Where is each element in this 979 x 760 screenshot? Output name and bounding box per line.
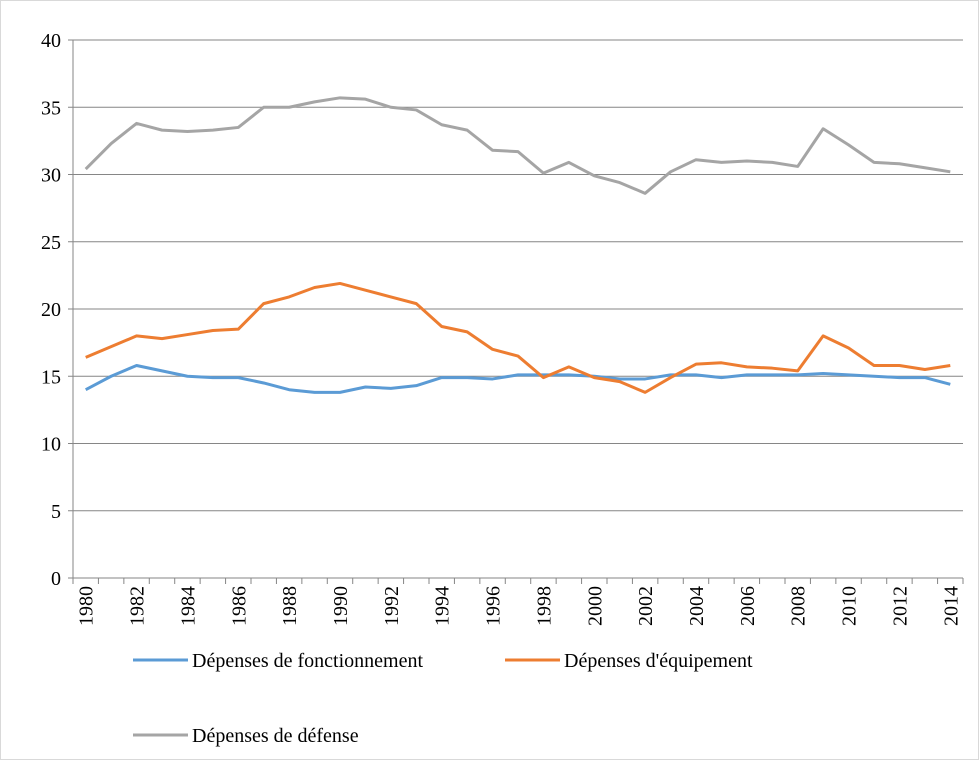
x-tick-label: 1980 (76, 586, 98, 626)
x-tick-label: 1994 (432, 586, 454, 626)
series-line (85, 363, 951, 394)
x-tick-label: 1996 (483, 586, 505, 626)
x-tick-label: 2000 (584, 586, 606, 626)
x-tick-label: 2008 (788, 586, 810, 626)
y-tick-label: 40 (41, 30, 61, 52)
x-tick-label: 1988 (279, 586, 301, 626)
x-tick-label: 1990 (330, 586, 352, 626)
y-tick-label: 5 (51, 501, 61, 523)
y-tick-label: 20 (41, 299, 61, 321)
x-tick-label: 1982 (127, 586, 149, 626)
x-tick-label: 2004 (686, 586, 708, 626)
y-tick-label: 15 (41, 366, 61, 388)
x-tick-label: 1998 (533, 586, 555, 626)
x-tick-label: 1992 (381, 586, 403, 626)
x-tick-label: 1984 (177, 586, 199, 626)
series-line (84, 96, 951, 195)
legend-label: Dépenses de défense (192, 725, 359, 747)
y-tick-label: 30 (41, 165, 61, 187)
x-tick-label: 2002 (635, 586, 657, 626)
y-tick-label: 0 (51, 568, 61, 590)
x-tick-label: 2014 (940, 586, 962, 626)
legend-label: Dépenses d'équipement (564, 650, 753, 672)
y-tick-label: 35 (41, 97, 61, 119)
series-line (85, 281, 951, 394)
x-tick-label: 1986 (228, 586, 250, 626)
legend-label: Dépenses de fonctionnement (192, 650, 423, 672)
y-tick-label: 25 (41, 232, 61, 254)
x-tick-label: 2006 (737, 586, 759, 626)
x-tick-label: 2012 (889, 586, 911, 626)
x-tick-label: 2010 (839, 586, 861, 626)
y-tick-label: 10 (41, 434, 61, 456)
